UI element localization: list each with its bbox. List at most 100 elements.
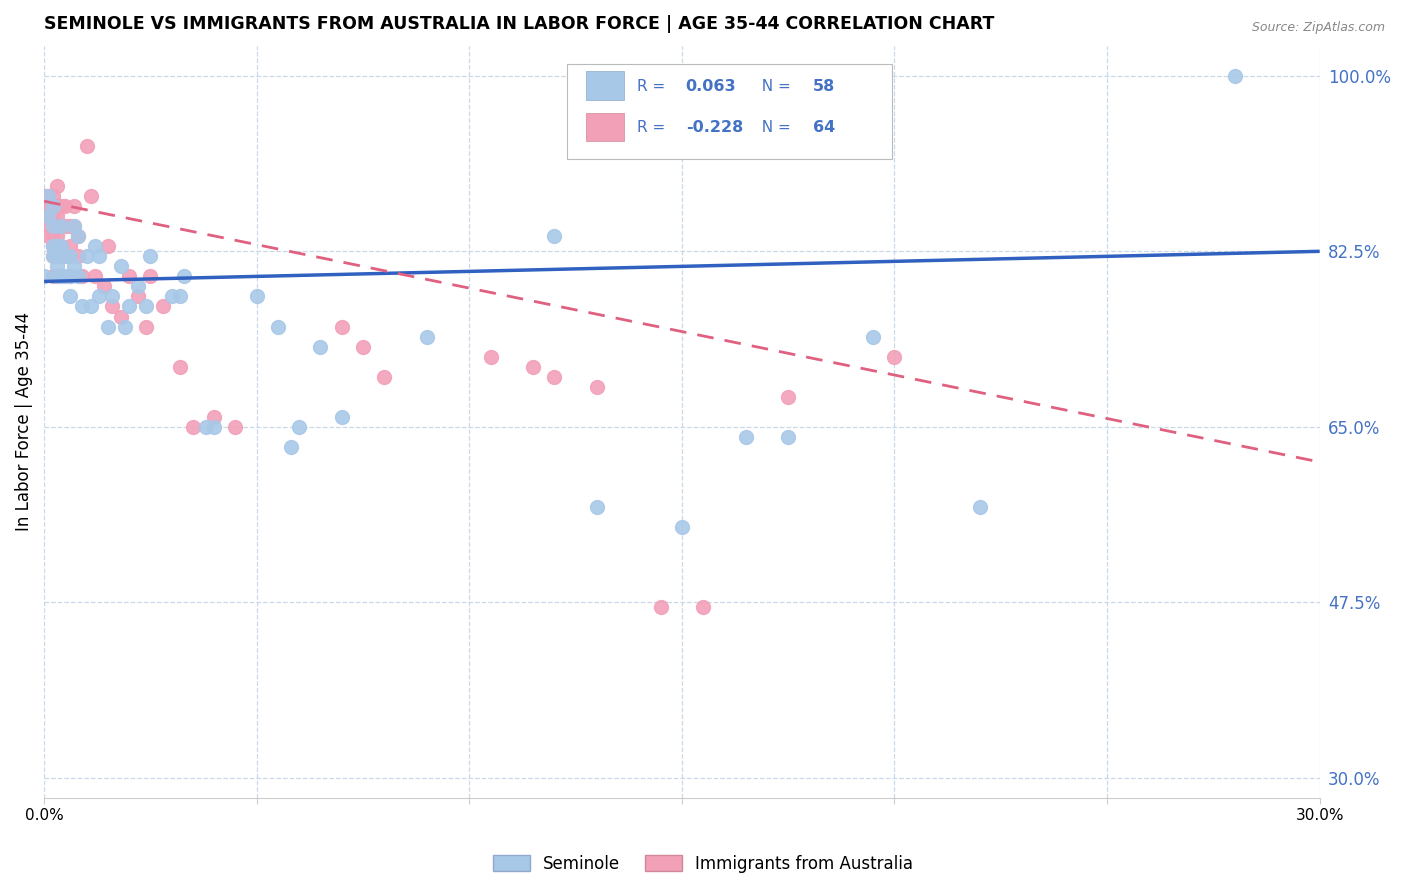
- Point: [72, 269, 94, 284]
- Point: [53, 219, 76, 234]
- Point: [76, 249, 98, 263]
- Point: [59, 269, 82, 284]
- Point: [97, 239, 120, 253]
- Point: [862, 329, 884, 343]
- Point: [37, 189, 59, 203]
- Point: [41, 209, 63, 223]
- Point: [416, 329, 439, 343]
- Point: [127, 279, 149, 293]
- Point: [194, 420, 217, 434]
- Point: [41, 199, 63, 213]
- Point: [135, 300, 157, 314]
- Text: R =: R =: [637, 78, 671, 94]
- Point: [53, 199, 76, 213]
- Y-axis label: In Labor Force | Age 35-44: In Labor Force | Age 35-44: [15, 312, 32, 532]
- Point: [72, 300, 94, 314]
- Point: [63, 260, 86, 274]
- Point: [41, 199, 63, 213]
- FancyBboxPatch shape: [567, 64, 893, 159]
- Point: [45, 249, 67, 263]
- Point: [309, 340, 332, 354]
- Point: [118, 300, 141, 314]
- Point: [45, 269, 67, 284]
- Point: [49, 219, 72, 234]
- Point: [101, 300, 124, 314]
- Point: [59, 219, 82, 234]
- Point: [41, 269, 63, 284]
- Point: [45, 199, 67, 213]
- Point: [49, 269, 72, 284]
- Point: [778, 430, 800, 444]
- Point: [41, 249, 63, 263]
- Legend: Seminole, Immigrants from Australia: Seminole, Immigrants from Australia: [486, 848, 920, 880]
- Point: [41, 219, 63, 234]
- Point: [41, 239, 63, 253]
- Point: [67, 249, 90, 263]
- Point: [152, 300, 174, 314]
- Point: [373, 369, 395, 384]
- Point: [543, 369, 565, 384]
- Point: [883, 350, 905, 364]
- Point: [45, 260, 67, 274]
- Point: [67, 229, 90, 244]
- Point: [267, 319, 290, 334]
- Point: [135, 319, 157, 334]
- Point: [59, 239, 82, 253]
- Point: [41, 229, 63, 244]
- Point: [80, 189, 103, 203]
- Point: [59, 289, 82, 303]
- Point: [49, 239, 72, 253]
- Point: [41, 239, 63, 253]
- Point: [692, 600, 714, 615]
- Point: [139, 269, 162, 284]
- Point: [969, 500, 991, 515]
- Text: N =: N =: [752, 78, 796, 94]
- Point: [127, 289, 149, 303]
- Point: [37, 219, 59, 234]
- Point: [67, 269, 90, 284]
- Bar: [586, 112, 624, 141]
- Point: [45, 269, 67, 284]
- Point: [45, 219, 67, 234]
- Point: [93, 279, 115, 293]
- Point: [288, 420, 311, 434]
- Point: [67, 229, 90, 244]
- Point: [246, 289, 269, 303]
- Point: [671, 520, 693, 534]
- Point: [37, 209, 59, 223]
- Point: [80, 300, 103, 314]
- Point: [650, 600, 672, 615]
- Point: [32, 199, 55, 213]
- Point: [53, 249, 76, 263]
- Point: [49, 219, 72, 234]
- Point: [181, 420, 204, 434]
- Point: [32, 269, 55, 284]
- Point: [84, 239, 107, 253]
- Point: [352, 340, 374, 354]
- Point: [586, 500, 609, 515]
- Point: [586, 380, 609, 394]
- Point: [202, 409, 225, 424]
- Point: [202, 420, 225, 434]
- Point: [49, 239, 72, 253]
- Point: [89, 289, 111, 303]
- Point: [37, 199, 59, 213]
- Point: [59, 249, 82, 263]
- Point: [101, 289, 124, 303]
- Point: [479, 350, 502, 364]
- Point: [543, 229, 565, 244]
- Point: [37, 229, 59, 244]
- Text: 58: 58: [813, 78, 835, 94]
- Point: [32, 209, 55, 223]
- Point: [37, 209, 59, 223]
- Point: [53, 249, 76, 263]
- Point: [139, 249, 162, 263]
- Point: [45, 239, 67, 253]
- Point: [169, 289, 191, 303]
- Point: [41, 189, 63, 203]
- Point: [49, 199, 72, 213]
- Point: [84, 269, 107, 284]
- Point: [45, 209, 67, 223]
- Point: [32, 189, 55, 203]
- Point: [160, 289, 183, 303]
